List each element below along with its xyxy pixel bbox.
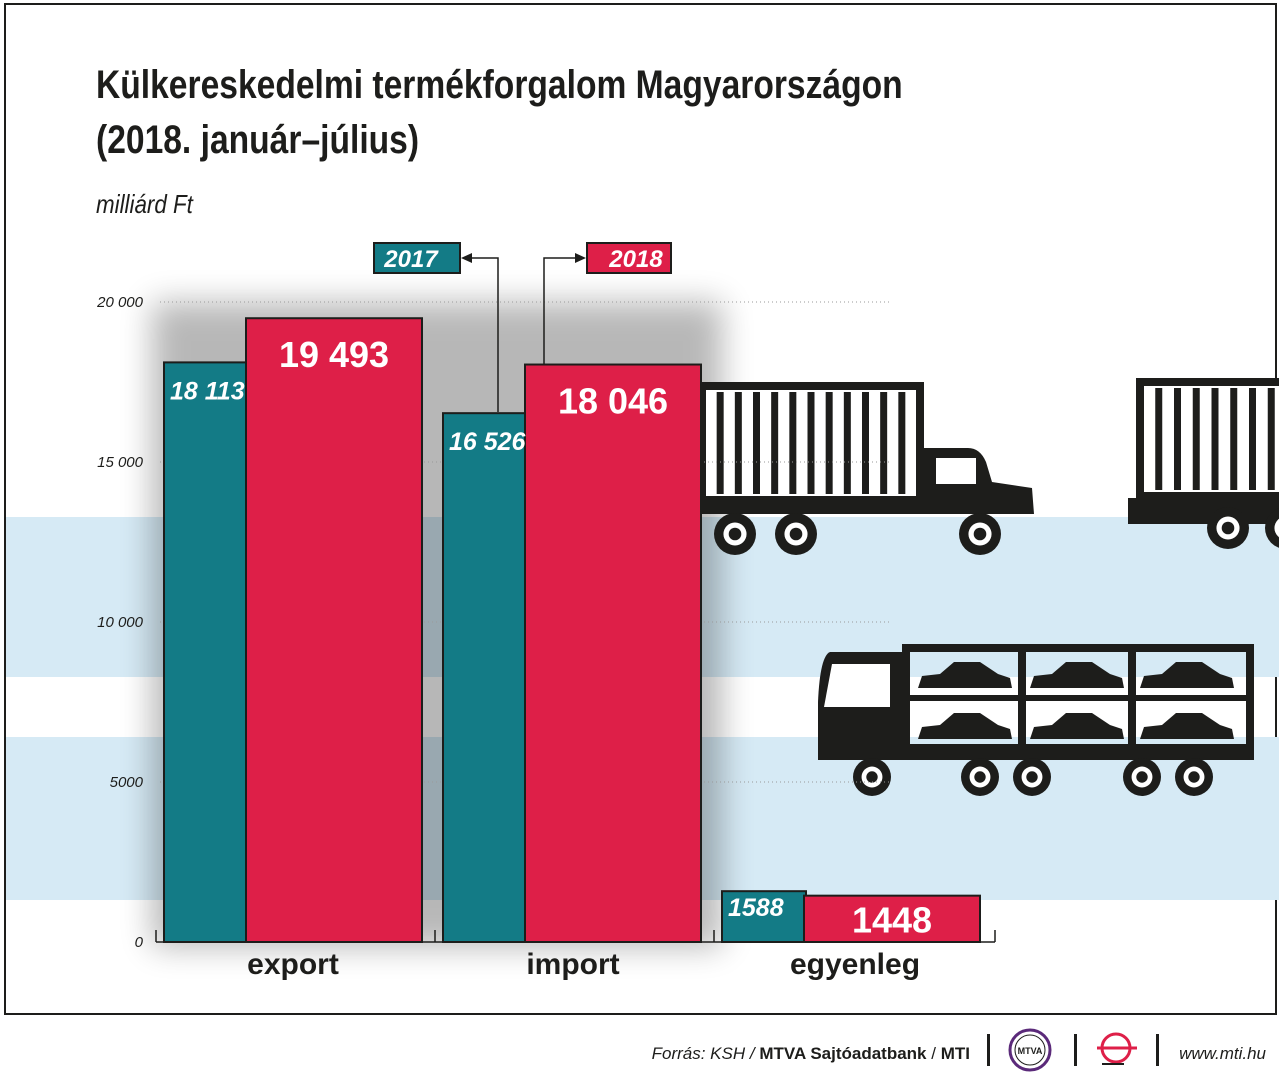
wheel-center-icon — [1136, 771, 1148, 783]
legend-label-2018: 2018 — [608, 246, 663, 273]
container-slat-icon — [862, 392, 869, 494]
legend-arrow-2017 — [461, 253, 472, 263]
transporter-rack-mid-icon — [902, 695, 1254, 701]
wheel-center-icon — [1188, 771, 1200, 783]
wheel-center-icon — [789, 527, 803, 541]
transporter-window-icon — [824, 664, 890, 707]
footer-divider-3 — [1156, 1034, 1159, 1066]
y-tick-label: 0 — [135, 934, 144, 951]
chart-title: Külkereskedelmi termékforgalom Magyarors… — [96, 63, 903, 107]
bar-2017-import — [442, 412, 528, 943]
container-slat-icon — [771, 392, 779, 494]
transporter-post-icon — [902, 644, 910, 760]
category-label-export: export — [247, 948, 339, 981]
infographic-frame: 0 5000 10 000 15 000 20 000 18 113 19 493 16 5… — [4, 3, 1279, 1015]
car-icon — [1030, 713, 1124, 739]
truck-window-icon — [936, 458, 976, 484]
wheel-center-icon — [866, 771, 878, 783]
source-separator: / — [931, 1044, 936, 1063]
container-slat-icon — [1249, 388, 1256, 490]
legend-connector-2017 — [466, 257, 499, 412]
unit-label: milliárd Ft — [96, 189, 193, 219]
transporter-post-icon — [1128, 644, 1136, 760]
container-slat-icon — [734, 392, 742, 494]
bar-label-2018-import: 18 046 — [558, 381, 668, 422]
bar-label-2017-egyenleg: 1588 — [728, 894, 784, 922]
wheel-icon — [1265, 508, 1279, 548]
mtva-logo-text: MTVA — [1018, 1046, 1043, 1056]
chart-subtitle: (2018. január–július) — [96, 118, 420, 162]
wheel-center-icon — [974, 771, 986, 783]
transporter-rack-base-icon — [902, 744, 1254, 760]
container-slat-icon — [1230, 388, 1238, 490]
container-slat-icon — [843, 392, 851, 494]
car-icon — [1140, 713, 1234, 739]
footer-divider-2 — [1074, 1034, 1077, 1066]
transporter-rack-top-icon — [902, 644, 1254, 652]
container-slat-icon — [807, 392, 815, 494]
category-labels: export import egyenleg — [247, 948, 920, 981]
container-slat-icon — [789, 392, 797, 494]
container-slat-icon — [880, 392, 888, 494]
truck-illustrations — [698, 378, 1279, 796]
container-slat-icon — [1192, 388, 1200, 490]
wheel-center-icon — [728, 527, 742, 541]
bar-label-2017-import: 16 526 — [449, 428, 527, 456]
legend-box-2018 — [586, 242, 672, 274]
legend: 2017 2018 — [373, 242, 672, 412]
y-tick-label: 20 000 — [96, 294, 144, 311]
y-tick-label: 5000 — [110, 774, 144, 791]
bar-label-2017-export: 18 113 — [170, 377, 245, 405]
car-icon — [1030, 662, 1124, 688]
car-icon — [1140, 662, 1234, 688]
wheel-hub-icon — [1274, 518, 1279, 538]
y-tick-label: 15 000 — [97, 454, 144, 471]
bar-label-2018-export: 19 493 — [279, 334, 389, 375]
legend-label-2017: 2017 — [383, 246, 439, 273]
transporter-post-icon — [1246, 644, 1254, 760]
bar-2018-export — [245, 317, 423, 943]
car-icon — [918, 662, 1012, 688]
footer-divider-1 — [987, 1034, 990, 1066]
bars — [163, 317, 981, 944]
source-sajtoadatbank: MTVA Sajtóadatbank — [759, 1044, 927, 1063]
container-slat-icon — [1267, 388, 1275, 490]
footer: Forrás: KSH / MTVA Sajtóadatbank / MTI M… — [652, 1028, 1267, 1072]
wheel-center-icon — [1026, 771, 1038, 783]
legend-box-2017 — [373, 242, 461, 274]
source-ksh: Forrás: KSH / — [652, 1044, 757, 1063]
footer-url: www.mti.hu — [1179, 1044, 1266, 1063]
bar-2018-import — [524, 363, 702, 943]
bar-2018-egyenleg — [803, 894, 981, 943]
bar-2017-export — [163, 361, 249, 944]
transporter-post-icon — [1018, 644, 1026, 760]
source-mti: MTI — [941, 1044, 970, 1063]
car-icon — [918, 713, 1012, 739]
bar-chart: 0 5000 10 000 15 000 20 000 18 113 19 493 16 5… — [6, 242, 1279, 981]
y-tick-labels: 0 5000 10 000 15 000 20 000 — [96, 294, 144, 951]
container-slat-icon — [898, 392, 906, 494]
bar-value-labels: 18 113 19 493 16 526 18 046 1588 1448 — [170, 334, 932, 940]
category-label-egyenleg: egyenleg — [790, 948, 920, 981]
container-slat-icon — [1211, 388, 1219, 490]
container-slat-icon — [825, 392, 833, 494]
truck-chassis-2-icon — [1128, 498, 1279, 524]
category-label-import: import — [526, 948, 619, 981]
y-tick-label: 10 000 — [97, 614, 144, 631]
mti-logo-icon — [1097, 1032, 1137, 1065]
container-slat-icon — [716, 392, 724, 494]
wheel-center-icon — [1221, 521, 1235, 535]
legend-connector-2018 — [543, 257, 579, 364]
source-credit: Forrás: KSH / MTVA Sajtóadatbank / MTI — [652, 1044, 970, 1063]
legend-arrow-2018 — [575, 253, 586, 263]
container-slat-icon — [1155, 388, 1163, 490]
container-slat-icon — [1174, 388, 1181, 490]
container-slat-icon — [753, 392, 760, 494]
bar-label-2018-egyenleg: 1448 — [852, 900, 932, 941]
mtva-logo: MTVA — [1008, 1028, 1052, 1072]
wheel-center-icon — [973, 527, 987, 541]
bar-2017-egyenleg — [721, 890, 807, 944]
